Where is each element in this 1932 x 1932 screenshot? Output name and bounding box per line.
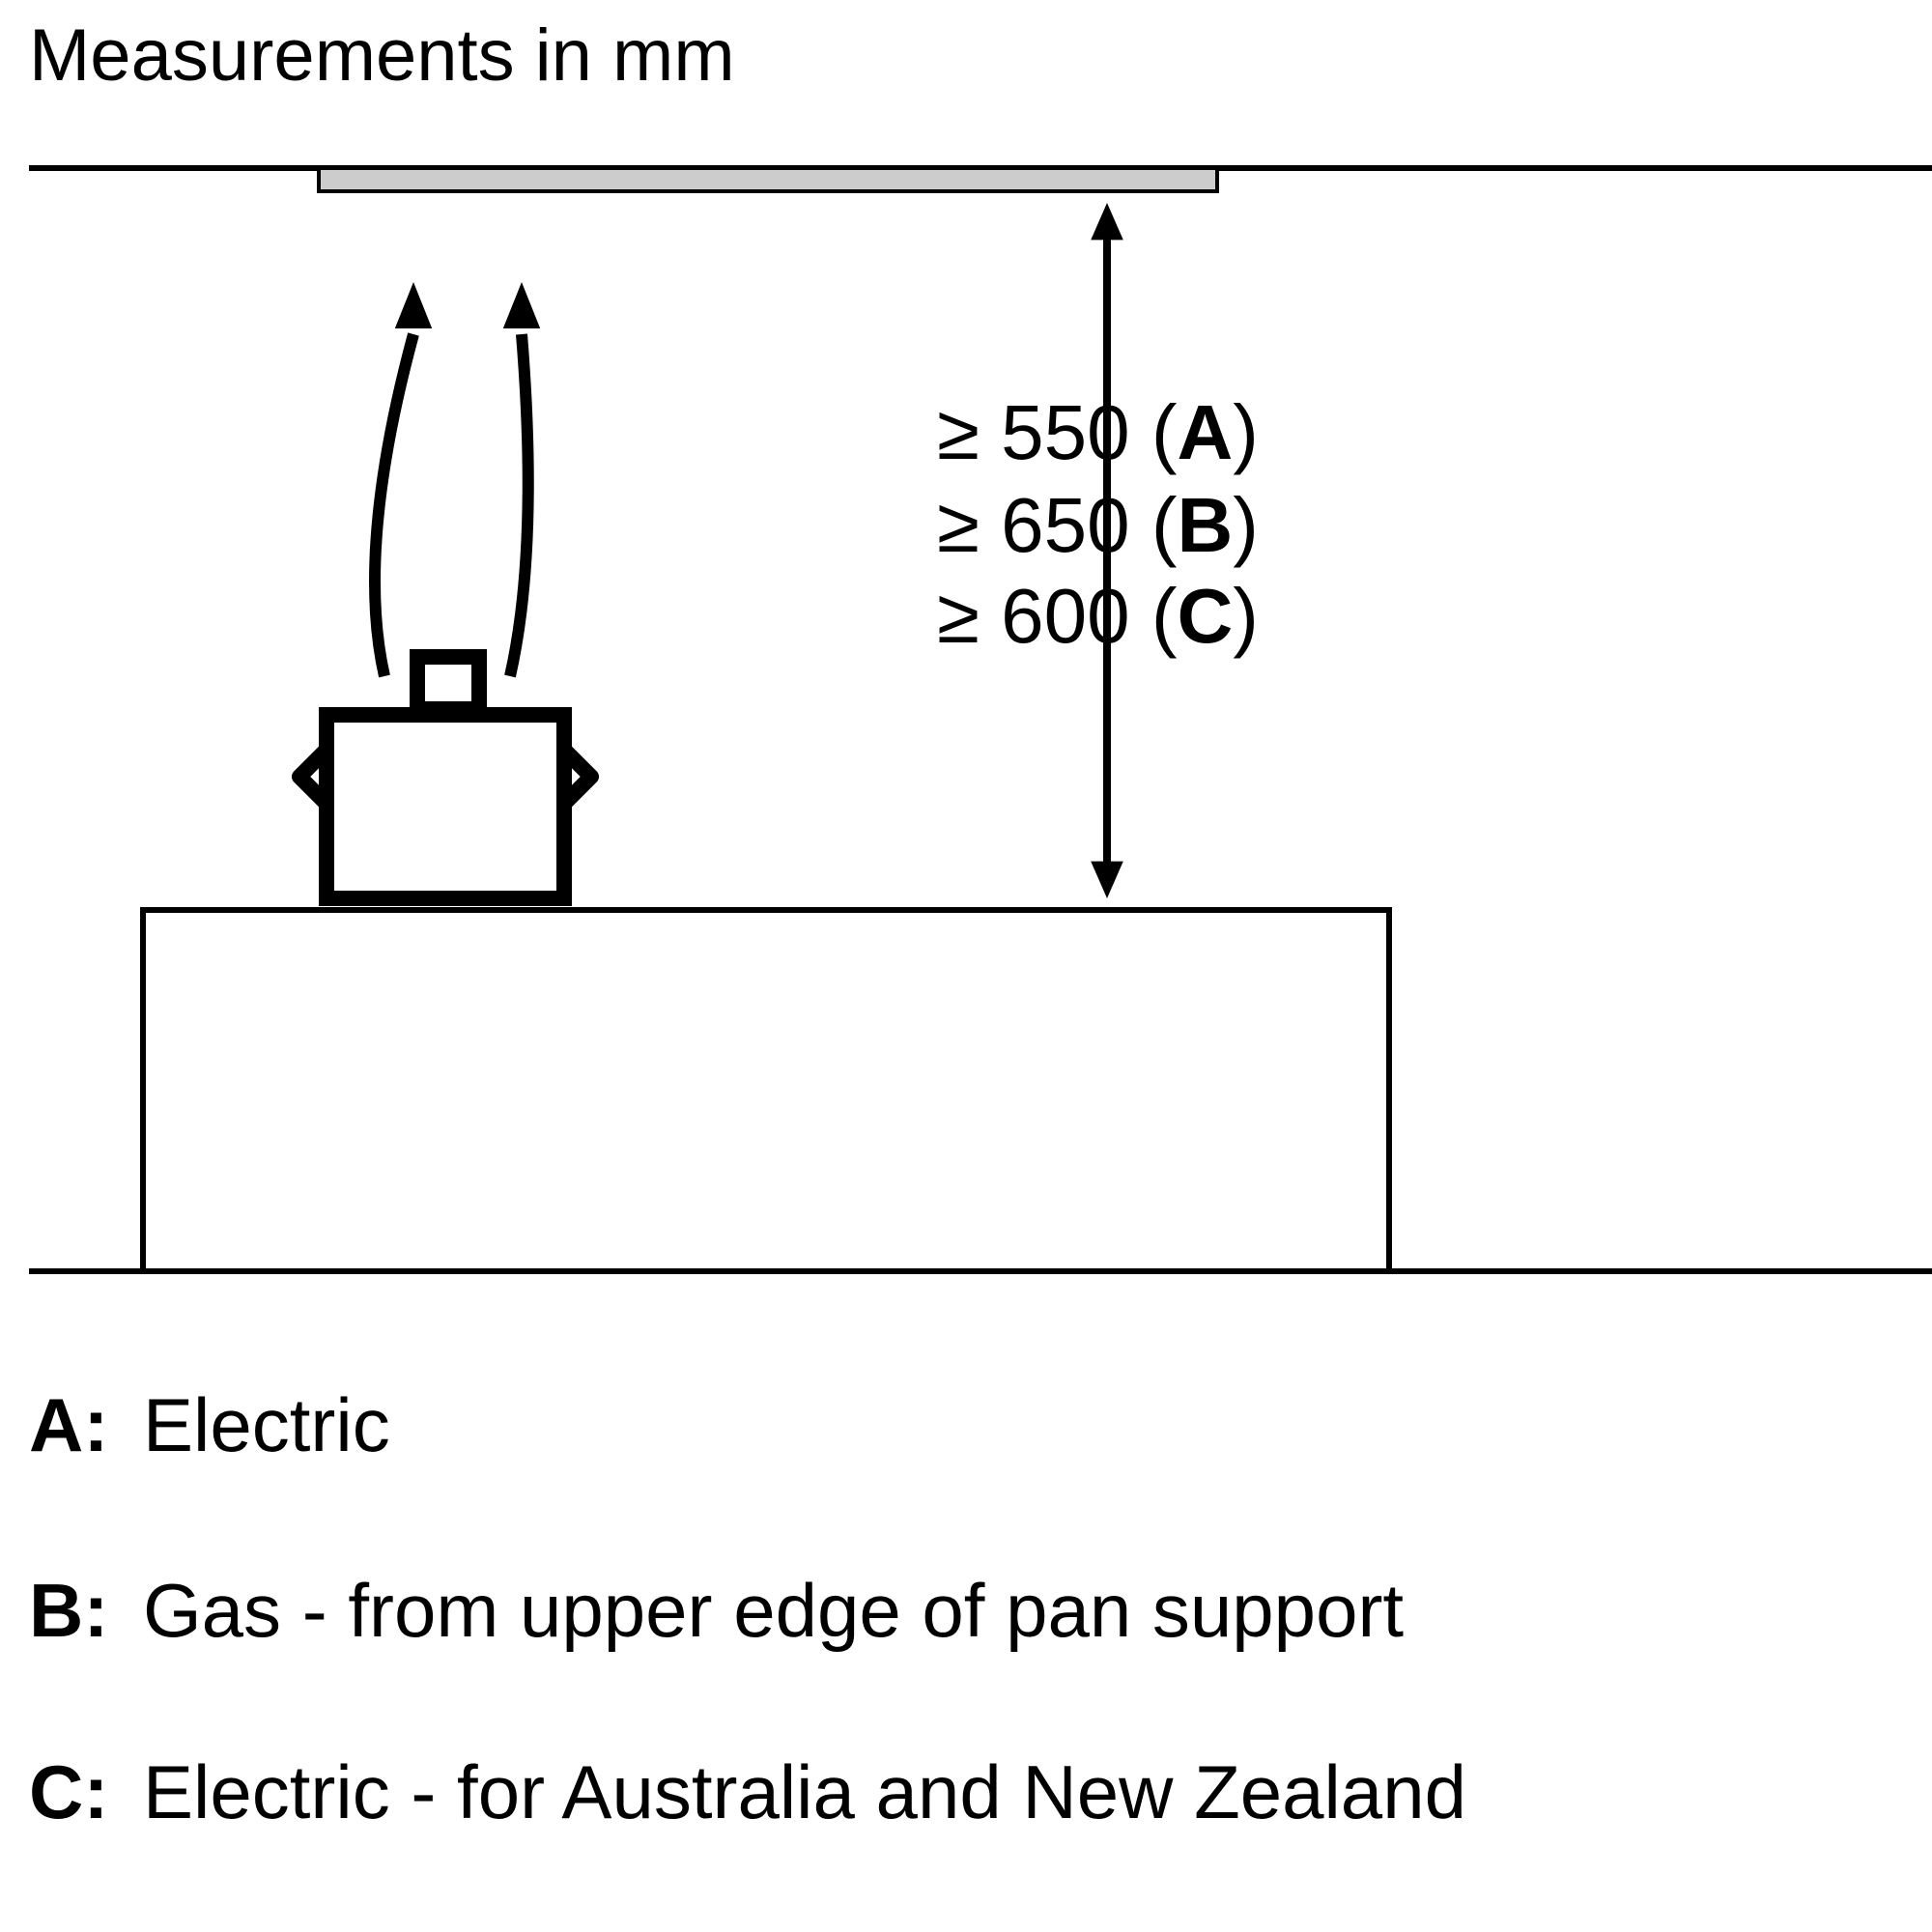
- clearance-value-b: ≥ 650 (B): [937, 481, 1259, 570]
- gte-symbol: ≥: [937, 389, 980, 475]
- legend-text: Gas - from upper edge of pan support: [143, 1568, 1404, 1653]
- clearance-value-a: ≥ 550 (A): [937, 388, 1259, 477]
- clearance-value-c: ≥ 600 (C): [937, 572, 1259, 661]
- legend-item-c: C:Electric - for Australia and New Zeala…: [29, 1748, 1466, 1836]
- clearance-mm: 600: [1001, 573, 1129, 659]
- clearance-mm: 550: [1001, 389, 1129, 475]
- cooking-pot: [299, 657, 591, 898]
- legend-text: Electric: [143, 1382, 390, 1467]
- legend-key: A:: [29, 1381, 143, 1469]
- gte-symbol: ≥: [937, 482, 980, 568]
- cooker-hood: [319, 168, 1217, 191]
- legend-text: Electric - for Australia and New Zealand: [143, 1749, 1466, 1834]
- clearance-letter: A: [1178, 389, 1234, 475]
- clearance-mm: 650: [1001, 482, 1129, 568]
- legend-key: B:: [29, 1567, 143, 1655]
- legend-item-b: B:Gas - from upper edge of pan support: [29, 1567, 1404, 1655]
- legend-key: C:: [29, 1748, 143, 1836]
- legend-item-a: A:Electric: [29, 1381, 390, 1469]
- gte-symbol: ≥: [937, 573, 980, 659]
- clearance-letter: C: [1178, 573, 1234, 659]
- counter-outline: [143, 910, 1389, 1273]
- clearance-letter: B: [1178, 482, 1234, 568]
- steam-arrows: [375, 282, 540, 676]
